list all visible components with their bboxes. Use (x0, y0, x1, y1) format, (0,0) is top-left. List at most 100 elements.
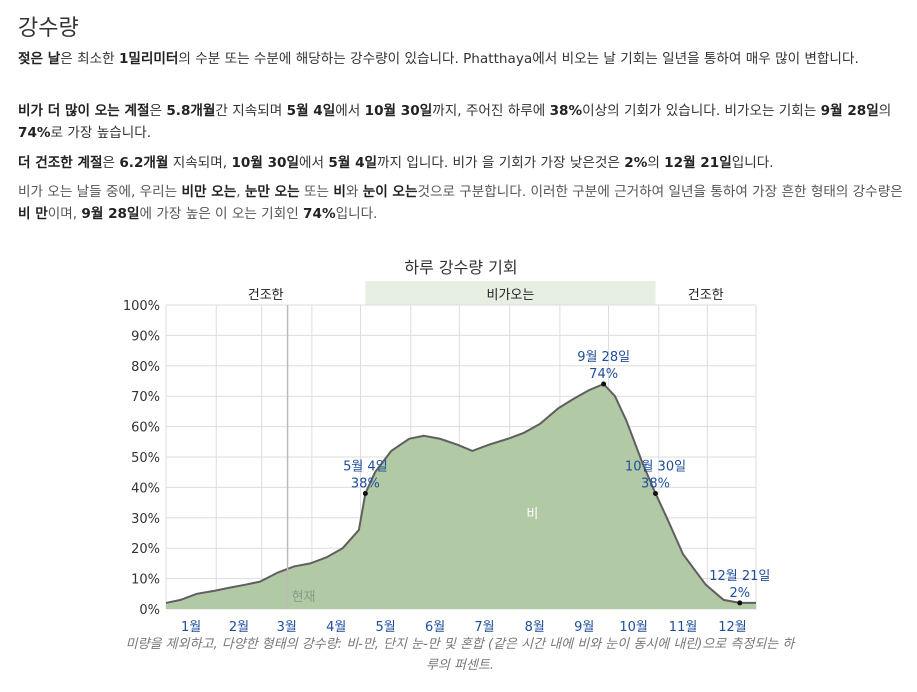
page-title: 강수량 (18, 16, 79, 41)
chart-caption: 미량을 제외하고, 다양한 형태의 강수량: 비-만, 단지 눈-만 및 혼합 … (125, 637, 795, 673)
emphasis-text: 10월 30일 (231, 155, 300, 171)
y-tick-label: 60% (131, 421, 160, 436)
y-tick-label: 70% (131, 390, 160, 405)
emphasis-text: 10월 30일 (364, 103, 433, 119)
annotation-point (601, 381, 607, 387)
annotation-value: 38% (351, 476, 380, 491)
annotation-date: 10월 30일 (625, 459, 686, 474)
season-label-dry: 건조한 (248, 288, 284, 303)
season-label-dry: 건조한 (688, 288, 724, 303)
x-tick-label: 9월 (574, 620, 594, 632)
x-tick-label: 8월 (525, 620, 545, 632)
paragraph-text: 까지 입니다. 비가 을 기회가 가장 낮은것은 (377, 155, 625, 171)
paragraph-text: 것으로 구분합니다. 이러한 구분에 근거하여 일년을 통하여 가장 흔한 형태… (417, 184, 903, 200)
paragraph-wet-season: 비가 더 많이 오는 계절은 5.8개월간 지속되며 5월 4일에서 10월 3… (18, 100, 903, 144)
chart-axes: 0% 10% 20% 30% 40% 50% 60% 70% 80% 90% 100% 1월 2월 3월 4… (123, 299, 747, 632)
emphasis-text: 눈만 오는 (244, 184, 300, 200)
precipitation-chart: 하루 강수량 기회 건조한 비가오는 건조한 비 0% 10% 20% 30% 40% 50%… (123, 258, 771, 632)
y-tick-label: 100% (123, 299, 160, 314)
annotation-value: 74% (589, 367, 618, 382)
paragraph-text: 이며, (47, 206, 82, 222)
annotation-date: 9월 28일 (577, 350, 630, 365)
emphasis-text: 12월 21일 (664, 155, 732, 171)
emphasis-text: 1밀리미터 (118, 51, 179, 67)
x-tick-label: 12월 (718, 620, 747, 632)
emphasis-text: 더 건조한 계절 (18, 155, 103, 171)
annotation-point (737, 600, 743, 606)
emphasis-text: 74% (303, 206, 336, 222)
y-tick-label: 10% (131, 573, 160, 588)
paragraph-text: 로 가장 높습니다. (50, 125, 152, 141)
x-tick-label: 5월 (376, 620, 396, 632)
paragraph-text: 은 최소한 (60, 51, 119, 67)
annotation-date: 12월 21일 (709, 569, 770, 584)
wet-season-band (365, 281, 656, 305)
emphasis-text: 2% (624, 155, 648, 171)
y-tick-label: 90% (131, 329, 160, 344)
annotation-date: 5월 4일 (343, 459, 388, 474)
chart-area-layer: 비 (165, 382, 756, 609)
x-tick-label: 1월 (181, 620, 201, 632)
emphasis-text: 비만 오는 (181, 184, 237, 200)
paragraph-precipitation-type: 비가 오는 날들 중에, 우리는 비만 오는, 눈만 오는 또는 비와 눈이 오… (18, 181, 903, 225)
emphasis-text: 5월 4일 (286, 103, 336, 119)
y-tick-label: 30% (131, 512, 160, 527)
emphasis-text: 젖은 날 (18, 51, 61, 67)
paragraph-text: 에 가장 높은 이 오는 기회인 (139, 206, 304, 222)
emphasis-text: 비 만 (18, 206, 48, 222)
emphasis-text: 비 (333, 184, 346, 200)
paragraph-text: 은 (149, 103, 167, 119)
emphasis-text: 9월 28일 (81, 206, 140, 222)
paragraph-text: 은 (102, 155, 120, 171)
emphasis-text: 38% (549, 103, 583, 119)
y-tick-label: 80% (131, 360, 160, 375)
annotation-point (653, 490, 659, 496)
paragraph-text: 입니다. (731, 155, 774, 171)
chart-title: 하루 강수량 기회 (404, 258, 517, 277)
paragraph-text: 의 (647, 155, 665, 171)
paragraph-text: 또는 (299, 184, 334, 200)
season-bands: 건조한 비가오는 건조한 (248, 281, 724, 305)
series-area-rain (166, 384, 756, 609)
x-tick-label: 2월 (229, 620, 249, 632)
y-tick-label: 40% (131, 481, 160, 496)
emphasis-text: 5.8개월 (166, 103, 216, 119)
paragraph-text: 에서 (335, 103, 365, 119)
emphasis-text: 74% (18, 125, 51, 141)
paragraph-wet-day: 젖은 날은 최소한 1밀리미터의 수분 또는 수분에 해당하는 강수량이 있습니… (18, 48, 903, 70)
season-label-wet: 비가오는 (487, 288, 535, 303)
x-tick-label: 7월 (474, 620, 494, 632)
paragraph-text: 입니다. (335, 206, 378, 222)
current-day-label: 현재 (292, 590, 316, 605)
y-tick-label: 50% (131, 451, 160, 466)
series-label-rain: 비 (526, 507, 538, 522)
emphasis-text: 9월 28일 (820, 103, 879, 119)
paragraph-text: 의 수분 또는 수분에 해당하는 강수량이 있습니다. Phatthaya에서 … (178, 51, 859, 67)
paragraph-text: 지속되며, (168, 155, 232, 171)
y-tick-label: 20% (131, 542, 160, 557)
chart-annotations: 현재 5월 4일 38% 9월 28일 74% 10월 30일 38% 12월 21일 2% (286, 305, 770, 609)
x-tick-label: 6월 (425, 620, 445, 632)
paragraph-text: 에서 (299, 155, 329, 171)
annotation-point (362, 490, 368, 496)
emphasis-text: 5월 4일 (328, 155, 378, 171)
emphasis-text: 눈이 오는 (362, 184, 418, 200)
emphasis-text: 6.2개월 (119, 155, 169, 171)
paragraph-text: 비가 오는 날들 중에, 우리는 (18, 184, 182, 200)
series-line-rain (165, 382, 756, 604)
annotation-value: 2% (729, 586, 750, 601)
x-tick-label: 11월 (669, 620, 698, 632)
x-tick-label: 4월 (326, 620, 346, 632)
paragraph-text: 까지, 주어진 하루에 (432, 103, 550, 119)
paragraph-text: 간 지속되며 (215, 103, 287, 119)
paragraph-dry-season: 더 건조한 계절은 6.2개월 지속되며, 10월 30일에서 5월 4일까지 … (18, 152, 903, 174)
paragraph-text: , (236, 184, 245, 200)
paragraph-text: 의 (878, 103, 892, 119)
emphasis-text: 비가 더 많이 오는 계절 (18, 103, 150, 119)
x-tick-label: 3월 (277, 620, 297, 632)
annotation-value: 38% (641, 476, 670, 491)
x-tick-label: 10월 (619, 620, 648, 632)
paragraph-text: 이상의 기회가 있습니다. 비가오는 기회는 (582, 103, 821, 119)
paragraph-text: 와 (345, 184, 363, 200)
y-tick-label: 0% (139, 603, 160, 618)
